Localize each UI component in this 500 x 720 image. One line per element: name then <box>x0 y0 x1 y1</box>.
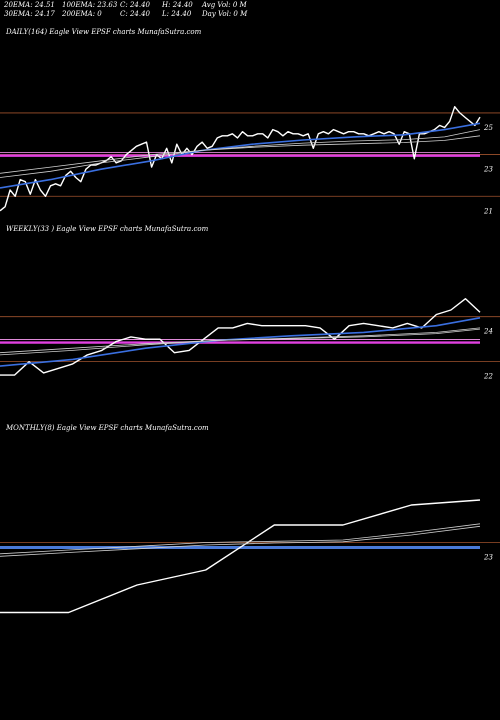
monthly-series-ema-slow-1 <box>0 523 481 555</box>
weekly-series-price <box>0 298 481 376</box>
daily-series-ema-slow-1 <box>0 129 481 178</box>
header-ema200: 200EMA: 0 <box>62 10 102 18</box>
header-ema20: 20EMA: 24.51 <box>4 1 55 9</box>
monthly-tick-label: 23 <box>483 554 493 562</box>
header-ema30: 30EMA: 24.17 <box>4 10 55 18</box>
daily-tick-label: 25 <box>483 124 493 132</box>
header-low: L: 24.40 <box>162 10 192 18</box>
weekly-series-ema-fast <box>0 317 481 367</box>
daily-series-ema-fast <box>0 122 481 189</box>
header-day-vol: Day Vol: 0 M <box>202 10 248 18</box>
weekly-panel-title: WEEKLY(33 ) Eagle View EPSF charts Munaf… <box>6 225 209 233</box>
header-close: C: 24.40 <box>120 1 150 9</box>
header-high: H: 24.40 <box>162 1 193 9</box>
header-ema100: 100EMA: 23.63 <box>62 1 118 9</box>
header-avg-vol: Avg Vol: 0 M <box>202 1 247 9</box>
monthly-panel-title: MONTHLY(8) Eagle View EPSF charts Munafa… <box>5 424 209 432</box>
daily-tick-label: 21 <box>483 207 493 215</box>
weekly-tick-label: 22 <box>483 373 493 381</box>
daily-series-ema-slow-2 <box>0 135 481 174</box>
daily-tick-label: 23 <box>483 166 493 174</box>
weekly-series-ema-slow-2 <box>0 328 481 354</box>
monthly-series-price <box>0 499 481 614</box>
monthly-series-ema-slow-2 <box>0 525 481 557</box>
daily-series-price <box>0 105 481 212</box>
header-close-2: C: 24.40 <box>120 10 150 18</box>
weekly-tick-label: 24 <box>483 328 493 336</box>
daily-panel-title: DAILY(164) Eagle View EPSF charts Munafa… <box>5 28 202 36</box>
